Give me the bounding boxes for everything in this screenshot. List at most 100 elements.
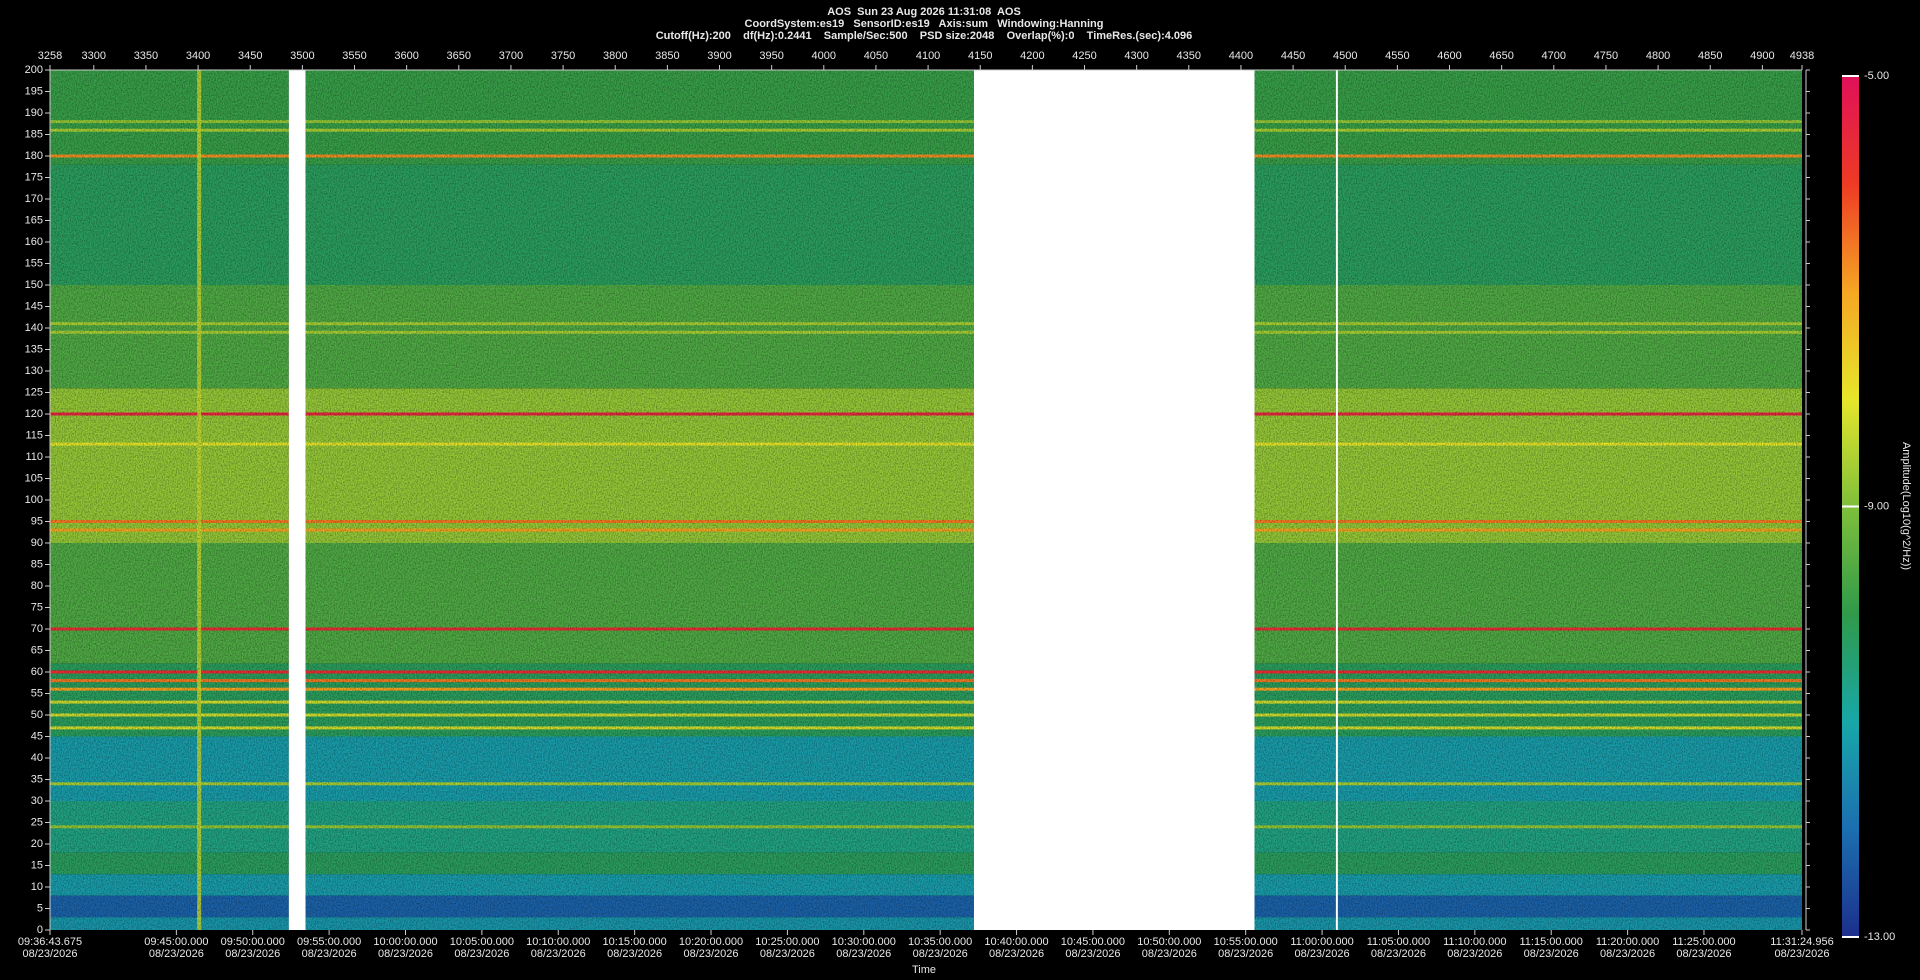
time-tick-label: 10:20:00.000 08/23/2026 bbox=[678, 936, 744, 960]
y-tick-label: 175 bbox=[25, 171, 43, 183]
colorbar-tick-label: -13.00 bbox=[1864, 931, 1895, 943]
time-tick-label: 10:15:00.000 08/23/2026 bbox=[602, 936, 667, 960]
x-tick-label: 4350 bbox=[1177, 50, 1201, 62]
x-tick-label: 3600 bbox=[394, 50, 418, 62]
x-tick-label: 3500 bbox=[290, 50, 314, 62]
y-tick-label: 45 bbox=[31, 730, 43, 742]
chart-subtitle: CoordSystem:es19 SensorID:es19 Axis:sum … bbox=[745, 18, 1104, 30]
y-tick-label: 40 bbox=[31, 752, 43, 764]
time-tick-label: 10:00:00.000 08/23/2026 bbox=[373, 936, 438, 960]
y-tick-label: 5 bbox=[37, 902, 43, 914]
x-tick-label: 4800 bbox=[1646, 50, 1670, 62]
x-tick-label: 4250 bbox=[1072, 50, 1096, 62]
x-tick-label: 3700 bbox=[499, 50, 523, 62]
chart-title: AOS Sun 23 Aug 2026 11:31:08 AOS bbox=[827, 6, 1021, 18]
y-tick-label: 130 bbox=[25, 365, 43, 377]
y-tick-label: 120 bbox=[25, 408, 43, 420]
x-tick-label: 3350 bbox=[134, 50, 158, 62]
time-tick-label: 10:45:00.000 08/23/2026 bbox=[1060, 936, 1126, 960]
time-tick-label: 11:25:00.000 08/23/2026 bbox=[1672, 936, 1736, 960]
y-tick-label: 110 bbox=[25, 451, 43, 463]
x-tick-label: 4650 bbox=[1489, 50, 1513, 62]
data-gap bbox=[288, 70, 306, 930]
y-tick-label: 195 bbox=[25, 85, 43, 97]
time-tick-label: 09:55:00.000 08/23/2026 bbox=[296, 936, 362, 960]
y-tick-label: 160 bbox=[25, 236, 43, 248]
x-tick-label: 4900 bbox=[1750, 50, 1774, 62]
x-tick-label: 4300 bbox=[1124, 50, 1148, 62]
data-gap bbox=[1335, 70, 1338, 930]
x-tick-label: 4600 bbox=[1437, 50, 1461, 62]
x-tick-label: 3800 bbox=[603, 50, 627, 62]
x-tick-label: 4150 bbox=[968, 50, 992, 62]
x-tick-label: 3950 bbox=[759, 50, 783, 62]
y-tick-label: 85 bbox=[31, 558, 43, 570]
y-tick-label: 200 bbox=[25, 64, 43, 76]
time-tick-label: 10:25:00.000 08/23/2026 bbox=[755, 936, 820, 960]
x-axis-title: Time bbox=[912, 964, 936, 976]
x-tick-label: 4450 bbox=[1281, 50, 1305, 62]
x-tick-label: 3450 bbox=[238, 50, 262, 62]
y-tick-label: 75 bbox=[31, 601, 43, 613]
y-tick-label: 170 bbox=[25, 193, 43, 205]
x-tick-label: 4050 bbox=[864, 50, 888, 62]
time-tick-label: 10:35:00.000 08/23/2026 bbox=[908, 936, 973, 960]
y-tick-label: 25 bbox=[31, 816, 43, 828]
y-tick-label: 135 bbox=[25, 343, 43, 355]
x-tick-label: 4000 bbox=[812, 50, 836, 62]
y-tick-label: 125 bbox=[25, 386, 43, 398]
y-tick-label: 150 bbox=[25, 279, 43, 291]
y-tick-label: 50 bbox=[31, 709, 43, 721]
time-tick-label: 10:30:00.000 08/23/2026 bbox=[831, 936, 896, 960]
time-tick-label: 11:15:00.000 08/23/2026 bbox=[1519, 936, 1583, 960]
y-tick-label: 185 bbox=[25, 128, 43, 140]
time-tick-label: 10:05:00.000 08/23/2026 bbox=[449, 936, 514, 960]
y-tick-label: 10 bbox=[31, 881, 43, 893]
x-tick-label: 4550 bbox=[1385, 50, 1409, 62]
time-tick-label: 09:45:00.000 08/23/2026 bbox=[144, 936, 209, 960]
x-tick-label: 4200 bbox=[1020, 50, 1044, 62]
time-tick-label: 10:55:00.000 08/23/2026 bbox=[1213, 936, 1278, 960]
x-tick-label: 4400 bbox=[1229, 50, 1253, 62]
x-tick-label: 3258 bbox=[38, 50, 62, 62]
time-tick-label: 11:20:00.000 08/23/2026 bbox=[1595, 936, 1660, 960]
y-tick-label: 140 bbox=[25, 322, 43, 334]
time-tick-label: 10:10:00.000 08/23/2026 bbox=[526, 936, 591, 960]
time-tick-label: 11:00:00.000 08/23/2026 bbox=[1290, 936, 1354, 960]
y-tick-label: 20 bbox=[31, 838, 43, 850]
colorbar-title: Amplitude(Log10(g^2/Hz)) bbox=[1900, 442, 1912, 570]
x-tick-label: 3400 bbox=[186, 50, 210, 62]
y-tick-label: 190 bbox=[25, 107, 43, 119]
y-tick-label: 100 bbox=[25, 494, 43, 506]
time-tick-label: 11:31:24.956 08/23/2026 bbox=[1770, 936, 1834, 960]
x-tick-label: 4700 bbox=[1542, 50, 1566, 62]
colorbar-tick-label: -9.00 bbox=[1864, 500, 1889, 512]
noise-texture bbox=[50, 70, 1802, 930]
y-tick-label: 60 bbox=[31, 666, 43, 678]
chart-subtitle: Cutoff(Hz):200 df(Hz):0.2441 Sample/Sec:… bbox=[656, 30, 1193, 42]
time-tick-label: 11:05:00.000 08/23/2026 bbox=[1366, 936, 1431, 960]
y-tick-label: 70 bbox=[31, 623, 43, 635]
x-tick-label: 4938 bbox=[1790, 50, 1814, 62]
y-tick-label: 155 bbox=[25, 257, 43, 269]
y-tick-label: 15 bbox=[31, 859, 43, 871]
x-tick-label: 4100 bbox=[916, 50, 940, 62]
y-tick-label: 30 bbox=[31, 795, 43, 807]
y-tick-label: 95 bbox=[31, 515, 43, 527]
y-tick-label: 80 bbox=[31, 580, 43, 592]
x-tick-label: 3650 bbox=[447, 50, 471, 62]
x-tick-label: 4850 bbox=[1698, 50, 1722, 62]
y-tick-label: 55 bbox=[31, 687, 43, 699]
colorbar-tick-label: -5.00 bbox=[1864, 70, 1889, 82]
x-tick-label: 4500 bbox=[1333, 50, 1357, 62]
x-tick-label: 3300 bbox=[82, 50, 106, 62]
x-tick-label: 3850 bbox=[655, 50, 679, 62]
y-tick-label: 90 bbox=[31, 537, 43, 549]
x-tick-label: 3550 bbox=[342, 50, 366, 62]
time-tick-label: 10:50:00.000 08/23/2026 bbox=[1137, 936, 1202, 960]
y-tick-label: 35 bbox=[31, 773, 43, 785]
y-tick-label: 105 bbox=[25, 472, 43, 484]
data-gap bbox=[973, 70, 1255, 930]
